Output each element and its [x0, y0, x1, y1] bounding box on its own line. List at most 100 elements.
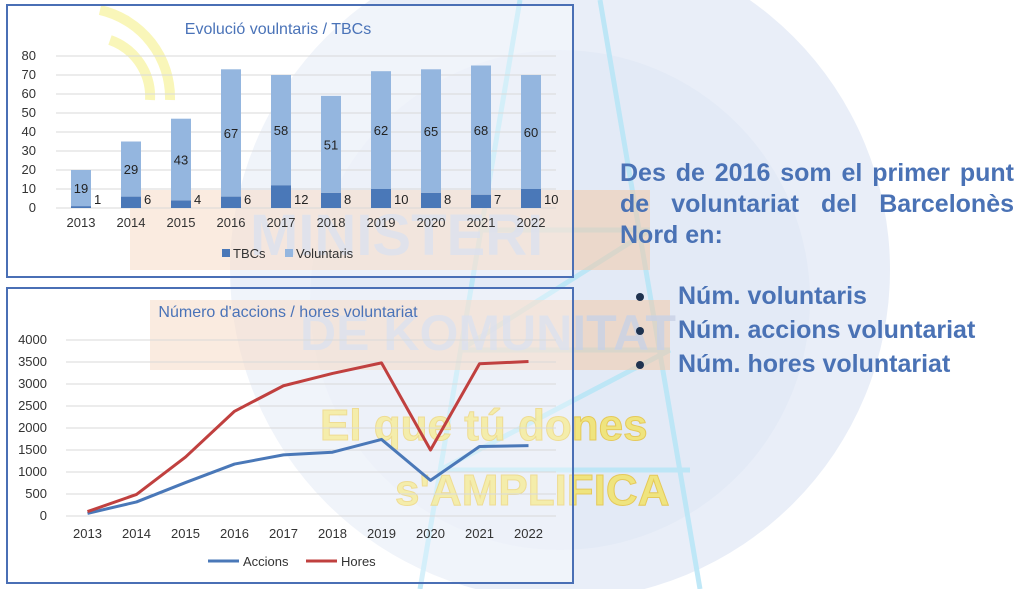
x-tick-label: 2015 [171, 526, 200, 541]
x-tick-label: 2021 [467, 215, 496, 230]
y-tick-label: 50 [22, 105, 36, 120]
side-text: Des de 2016 som el primer punt de volunt… [620, 158, 1014, 381]
bar-voluntaris [521, 75, 541, 189]
data-label-tbcs: 7 [494, 192, 501, 207]
data-label-voluntaris: 19 [74, 181, 88, 196]
x-tick-label: 2017 [267, 215, 296, 230]
data-label-voluntaris: 43 [174, 153, 188, 168]
x-tick-label: 2021 [465, 526, 494, 541]
y-tick-label: 1500 [18, 442, 47, 457]
data-label-voluntaris: 62 [374, 123, 388, 138]
bar-chart: Evolució voulntaris / TBCs 0 10 20 30 40 50 60 7… [22, 21, 559, 261]
legend-swatch-tbcs [222, 249, 230, 257]
bullet-icon [636, 361, 644, 369]
data-label-tbcs: 6 [244, 192, 251, 207]
bar-voluntaris [471, 65, 491, 195]
y-tick-label: 0 [40, 508, 47, 523]
y-tick-label: 500 [25, 486, 47, 501]
bar-tbcs [271, 185, 291, 208]
data-label-tbcs: 8 [344, 192, 351, 207]
bar-tbcs [71, 206, 91, 208]
data-label-tbcs: 6 [144, 192, 151, 207]
chart-title: Número d'accions / hores voluntariat [158, 304, 418, 321]
line-chart-panel: Número d'accions / hores voluntariat 0 500… [6, 287, 574, 584]
x-tick-label: 2013 [67, 215, 96, 230]
x-tick-label: 2020 [417, 215, 446, 230]
watermark-text-1: MINISTERI [250, 203, 543, 268]
data-label-tbcs: 4 [194, 192, 201, 207]
x-tick-label: 2016 [220, 526, 249, 541]
y-tick-label: 4000 [18, 332, 47, 347]
side-list-item-label: Núm. accions voluntariat [678, 316, 976, 344]
bullet-icon [636, 327, 644, 335]
data-label-voluntaris: 65 [424, 124, 438, 139]
y-tick-label: 70 [22, 67, 36, 82]
y-tick-label: 0 [29, 200, 36, 215]
data-label-tbcs: 10 [544, 192, 558, 207]
bar-tbcs [121, 196, 141, 208]
x-tick-label: 2022 [517, 215, 546, 230]
data-label-voluntaris: 58 [274, 123, 288, 138]
watermark-text-2: DE KOMUNITAT [300, 305, 676, 361]
y-tick-label: 3500 [18, 354, 47, 369]
y-tick-label: 2500 [18, 398, 47, 413]
y-tick-label: 2000 [18, 420, 47, 435]
x-tick-label: 2015 [167, 215, 196, 230]
x-tick-label: 2014 [117, 215, 146, 230]
bar-voluntaris [71, 170, 91, 207]
series-line-accions [87, 437, 529, 515]
bar-voluntaris [271, 75, 291, 186]
bar-voluntaris [121, 141, 141, 197]
bar-tbcs [171, 200, 191, 208]
legend-label-voluntaris: Voluntaris [296, 246, 354, 261]
x-tick-label: 2018 [317, 215, 346, 230]
line-chart: Número d'accions / hores voluntariat 0 500… [18, 304, 556, 569]
y-tick-label: 1000 [18, 464, 47, 479]
data-label-tbcs: 10 [394, 192, 408, 207]
data-label-tbcs: 8 [444, 192, 451, 207]
y-tick-label: 60 [22, 86, 36, 101]
legend-swatch-voluntaris [285, 249, 293, 257]
data-label-voluntaris: 51 [324, 137, 338, 152]
side-list-item: Núm. hores voluntariat [634, 347, 1014, 381]
bar-tbcs [471, 194, 491, 208]
data-label-tbcs: 12 [294, 192, 308, 207]
signal-icon [98, 5, 176, 101]
bar-voluntaris [221, 69, 241, 197]
y-tick-label: 80 [22, 48, 36, 63]
bar-tbcs [221, 196, 241, 208]
bar-chart-panel: Evolució voulntaris / TBCs 0 10 20 30 40 50 60 7… [6, 4, 574, 278]
side-paragraph: Des de 2016 som el primer punt de volunt… [620, 159, 1014, 249]
side-list-item: Núm. accions voluntariat [634, 313, 1014, 347]
bar-voluntaris [171, 118, 191, 201]
y-tick-label: 20 [22, 162, 36, 177]
x-tick-label: 2013 [73, 526, 102, 541]
data-label-voluntaris: 29 [124, 162, 138, 177]
x-tick-label: 2019 [367, 215, 396, 230]
x-tick-label: 2017 [269, 526, 298, 541]
x-tick-label: 2018 [318, 526, 347, 541]
y-tick-label: 10 [22, 181, 36, 196]
bar-tbcs [421, 192, 441, 208]
bar-tbcs [321, 192, 341, 208]
bar-tbcs [521, 189, 541, 208]
side-list-item-label: Núm. hores voluntariat [678, 350, 951, 378]
series-line-hores [87, 360, 529, 514]
side-list: Núm. voluntaris Núm. accions voluntariat… [634, 279, 1014, 381]
y-tick-label: 40 [22, 124, 36, 139]
x-tick-label: 2014 [122, 526, 151, 541]
side-list-item: Núm. voluntaris [634, 279, 1014, 313]
side-list-item-label: Núm. voluntaris [678, 282, 867, 310]
bar-voluntaris [371, 71, 391, 189]
x-tick-label: 2020 [416, 526, 445, 541]
legend-label-tbcs: TBCs [233, 246, 266, 261]
bar-tbcs [371, 189, 391, 208]
y-tick-label: 3000 [18, 376, 47, 391]
x-tick-label: 2019 [367, 526, 396, 541]
bar-voluntaris [321, 95, 341, 193]
legend-label-hores: Hores [341, 554, 376, 569]
bar-voluntaris [421, 69, 441, 193]
data-label-voluntaris: 67 [224, 126, 238, 141]
y-tick-label: 30 [22, 143, 36, 158]
bullet-icon [636, 293, 644, 301]
